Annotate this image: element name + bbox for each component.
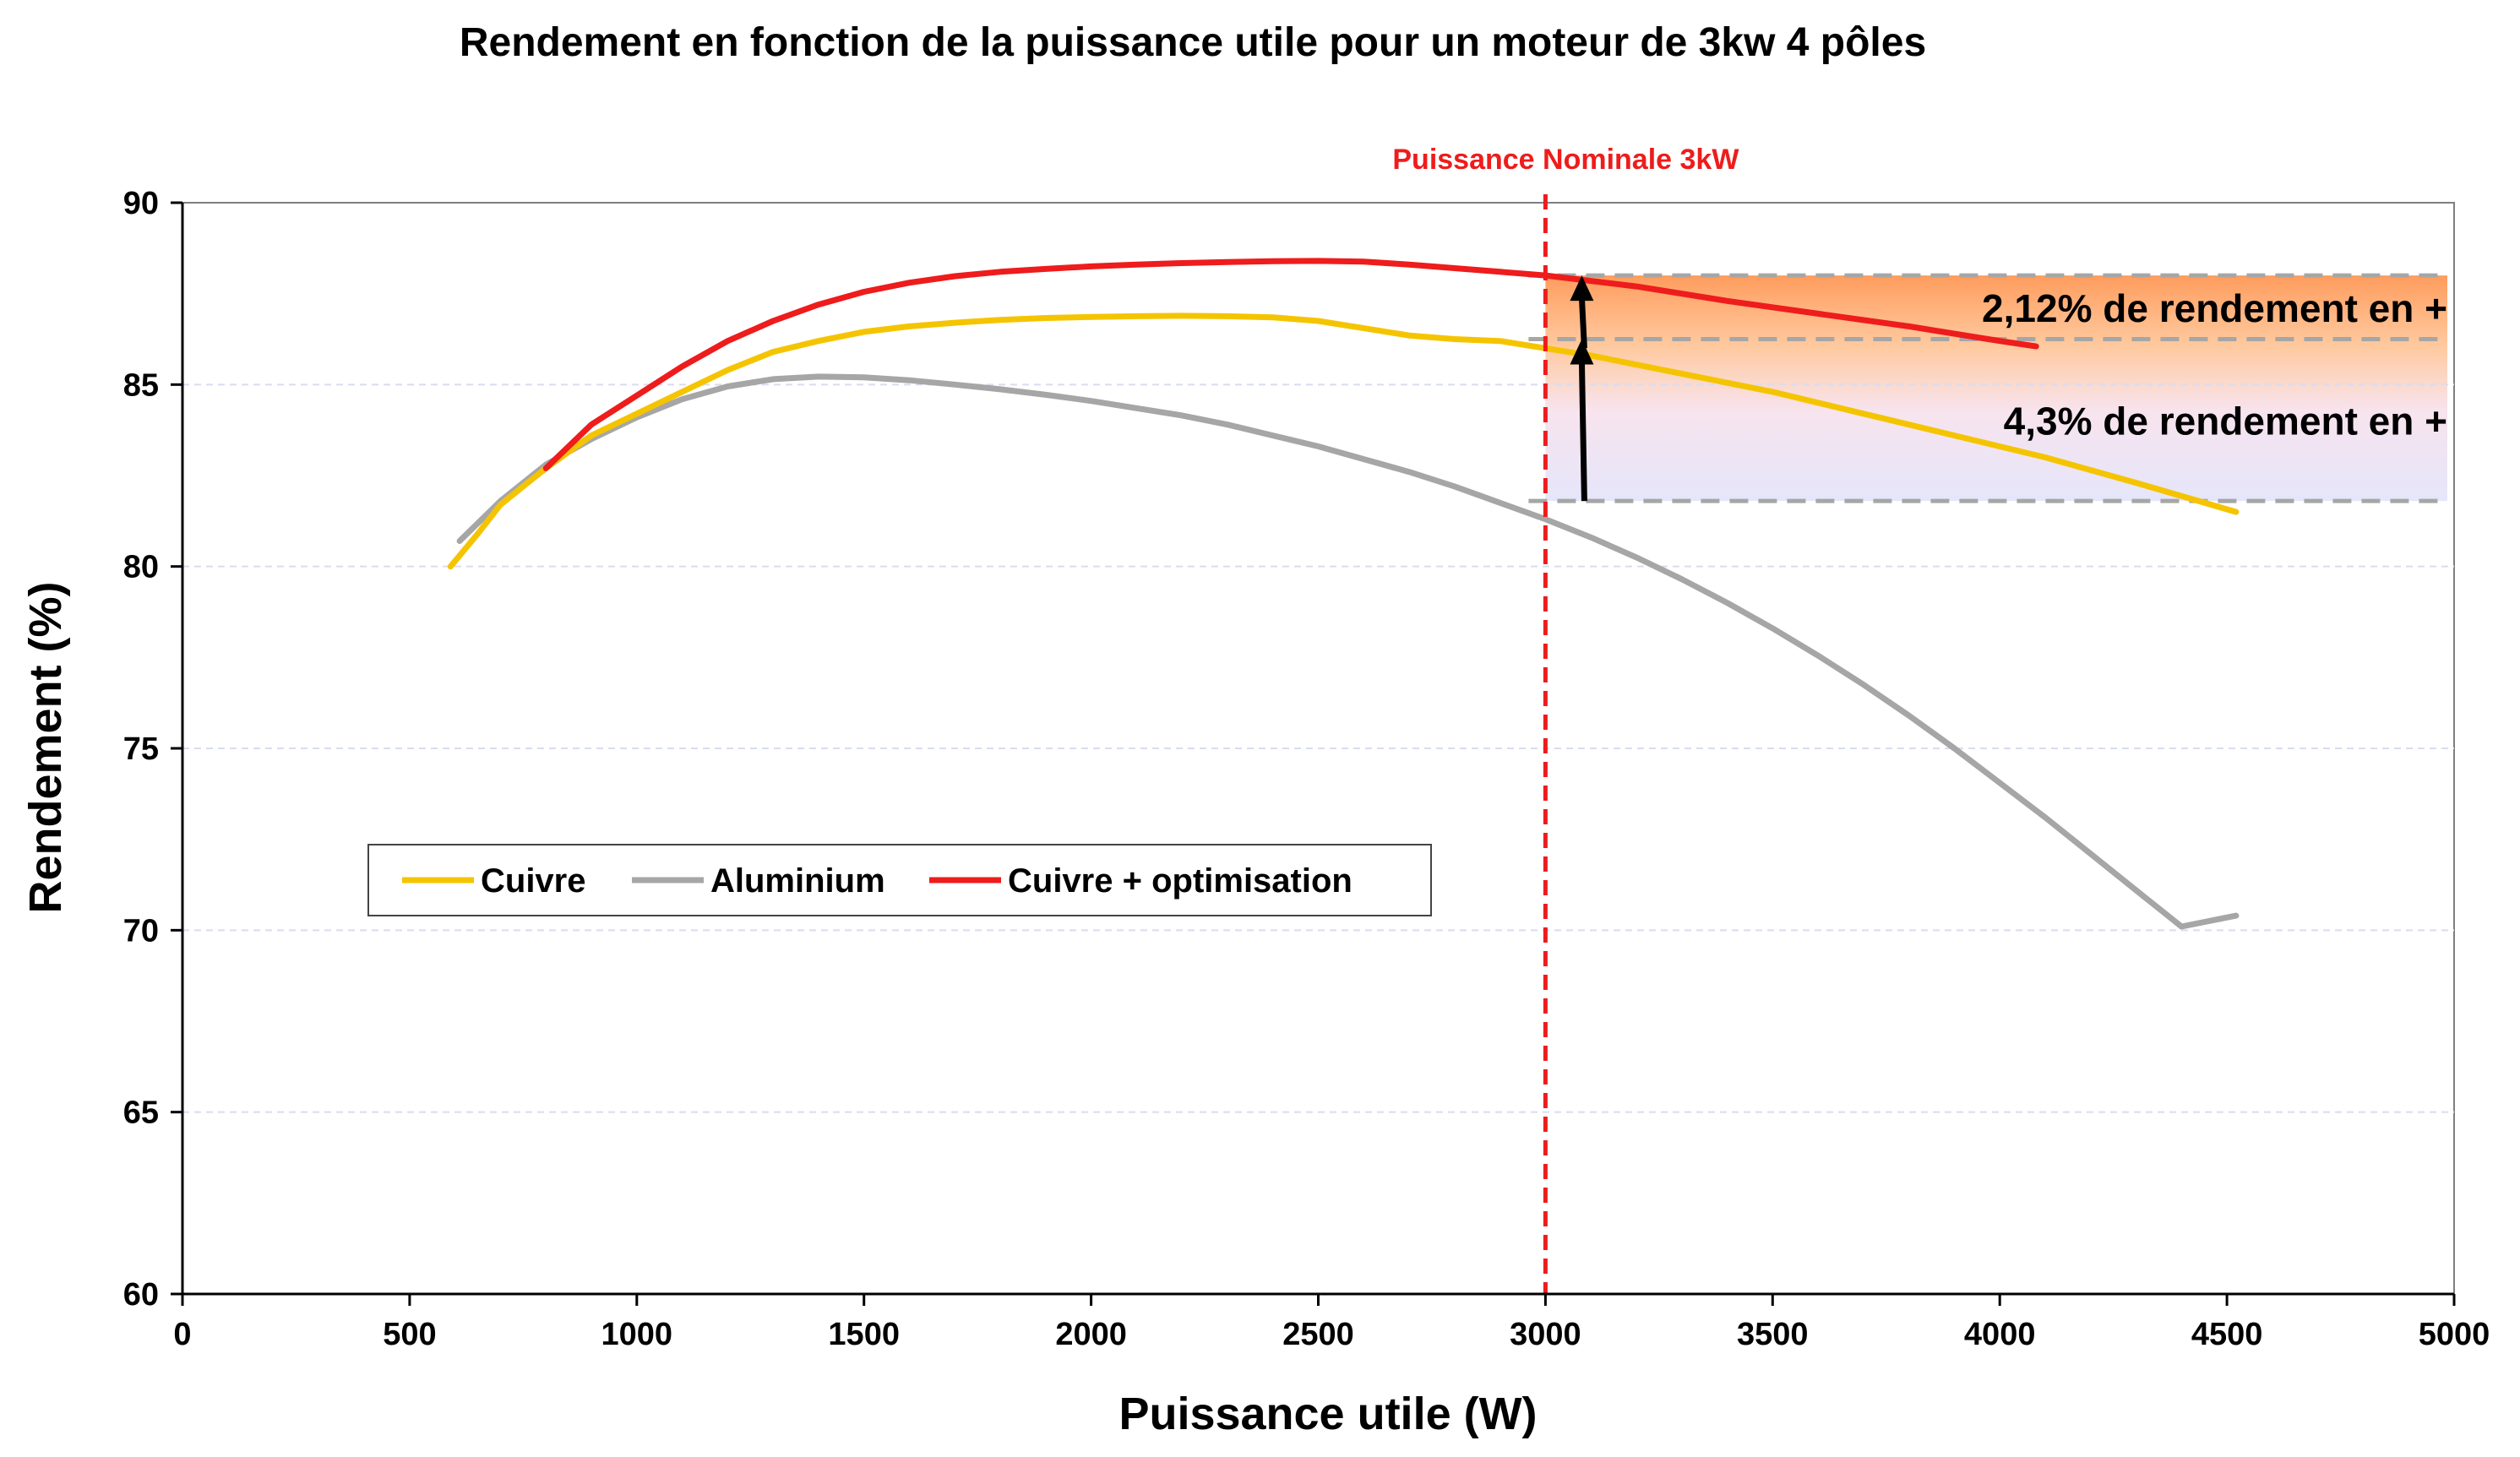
x-tick-label: 4000 [1964, 1317, 2036, 1352]
x-tick-label: 3000 [1510, 1317, 1581, 1352]
gain-annotation: 2,12% de rendement en + [1982, 286, 2447, 330]
efficiency-gain-band [1545, 275, 2447, 502]
x-tick-label: 1000 [601, 1317, 673, 1352]
x-tick-label: 2000 [1055, 1317, 1127, 1352]
y-tick-label: 60 [123, 1277, 159, 1313]
chart-title: Rendement en fonction de la puissance ut… [460, 20, 1926, 65]
legend-label: Cuivre [481, 862, 586, 900]
y-tick-label: 90 [123, 186, 159, 221]
y-tick-label: 80 [123, 550, 159, 585]
x-tick-label: 4500 [2191, 1317, 2263, 1352]
y-tick-label: 70 [123, 913, 159, 949]
y-tick-label: 65 [123, 1095, 159, 1131]
series-line-3 [542, 258, 2039, 471]
gain-annotation: 4,3% de rendement en + [2004, 399, 2447, 443]
x-tick-label: 0 [173, 1317, 191, 1352]
x-tick-label: 1500 [828, 1317, 900, 1352]
arrow-head [1570, 275, 1594, 302]
x-tick-label: 5000 [2419, 1317, 2490, 1352]
nominal-power-label: Puissance Nominale 3kW [1392, 144, 1739, 176]
y-axis-label: Rendement (%) [20, 581, 71, 913]
arrow-shaft [1578, 296, 1587, 349]
x-tick-label: 3500 [1737, 1317, 1809, 1352]
arrow-shaft [1578, 361, 1587, 502]
legend-label: Aluminium [710, 862, 885, 900]
x-tick-label: 2500 [1282, 1317, 1354, 1352]
y-tick-label: 85 [123, 367, 159, 403]
x-tick-label: 500 [383, 1317, 436, 1352]
x-axis-label: Puissance utile (W) [1118, 1389, 1537, 1439]
y-tick-label: 75 [123, 731, 159, 767]
arrow-head [1570, 339, 1594, 365]
legend: Cuivre Aluminium Cuivre + optimisation [367, 844, 1432, 916]
series-line-1 [447, 313, 2240, 570]
legend-label: Cuivre + optimisation [1008, 862, 1353, 900]
series-line-2 [456, 373, 2240, 930]
legend-box [367, 844, 1432, 916]
